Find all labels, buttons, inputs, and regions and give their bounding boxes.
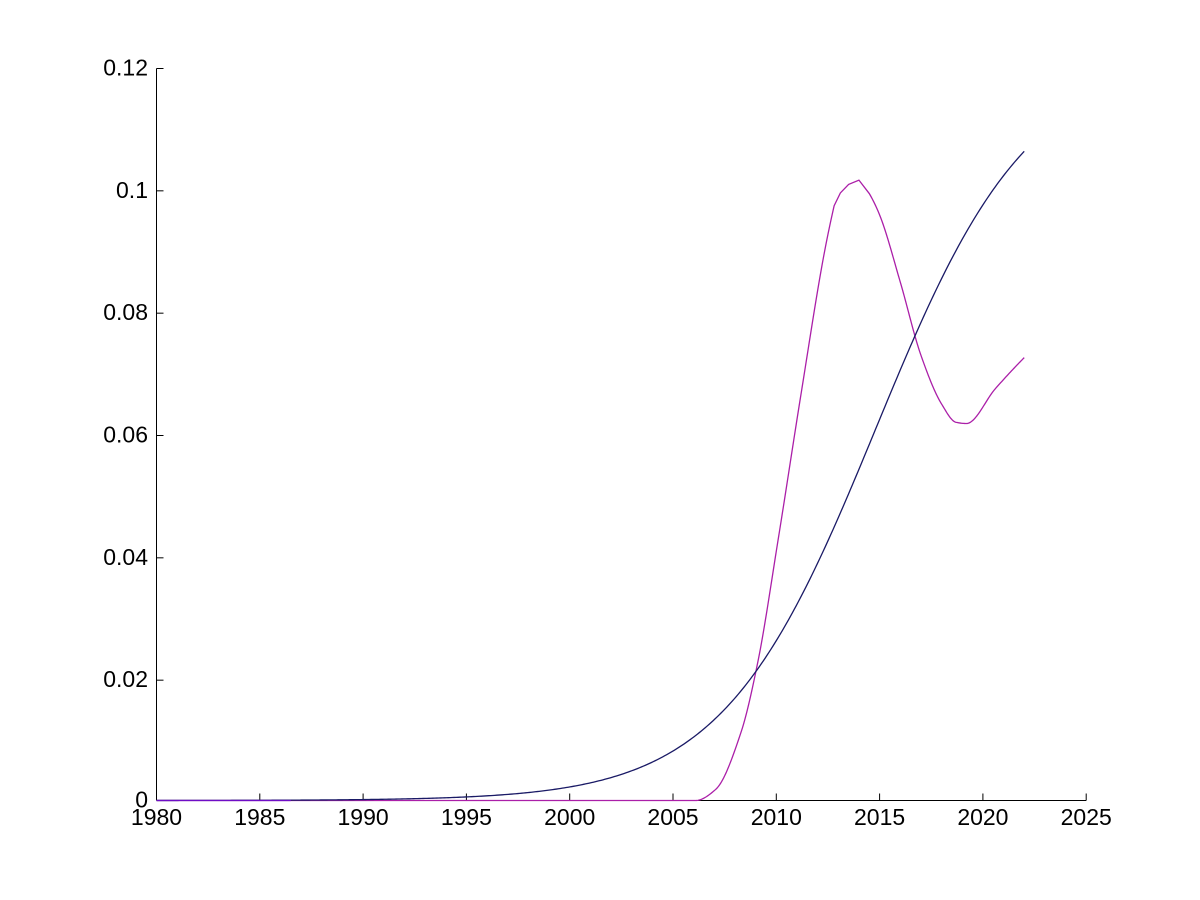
svg-text:0.02: 0.02 bbox=[103, 666, 148, 692]
svg-text:2025: 2025 bbox=[1061, 804, 1112, 830]
svg-text:2005: 2005 bbox=[647, 804, 698, 830]
svg-text:2020: 2020 bbox=[957, 804, 1008, 830]
svg-text:1995: 1995 bbox=[441, 804, 492, 830]
svg-text:2000: 2000 bbox=[544, 804, 595, 830]
svg-text:0.08: 0.08 bbox=[103, 299, 148, 325]
svg-text:0.1: 0.1 bbox=[116, 177, 148, 203]
svg-text:0.12: 0.12 bbox=[103, 55, 148, 81]
svg-text:0.06: 0.06 bbox=[103, 422, 148, 448]
svg-text:1980: 1980 bbox=[131, 804, 182, 830]
svg-text:1990: 1990 bbox=[338, 804, 389, 830]
svg-text:2010: 2010 bbox=[751, 804, 802, 830]
svg-text:1985: 1985 bbox=[234, 804, 285, 830]
svg-text:0.04: 0.04 bbox=[103, 544, 148, 570]
svg-text:2015: 2015 bbox=[854, 804, 905, 830]
